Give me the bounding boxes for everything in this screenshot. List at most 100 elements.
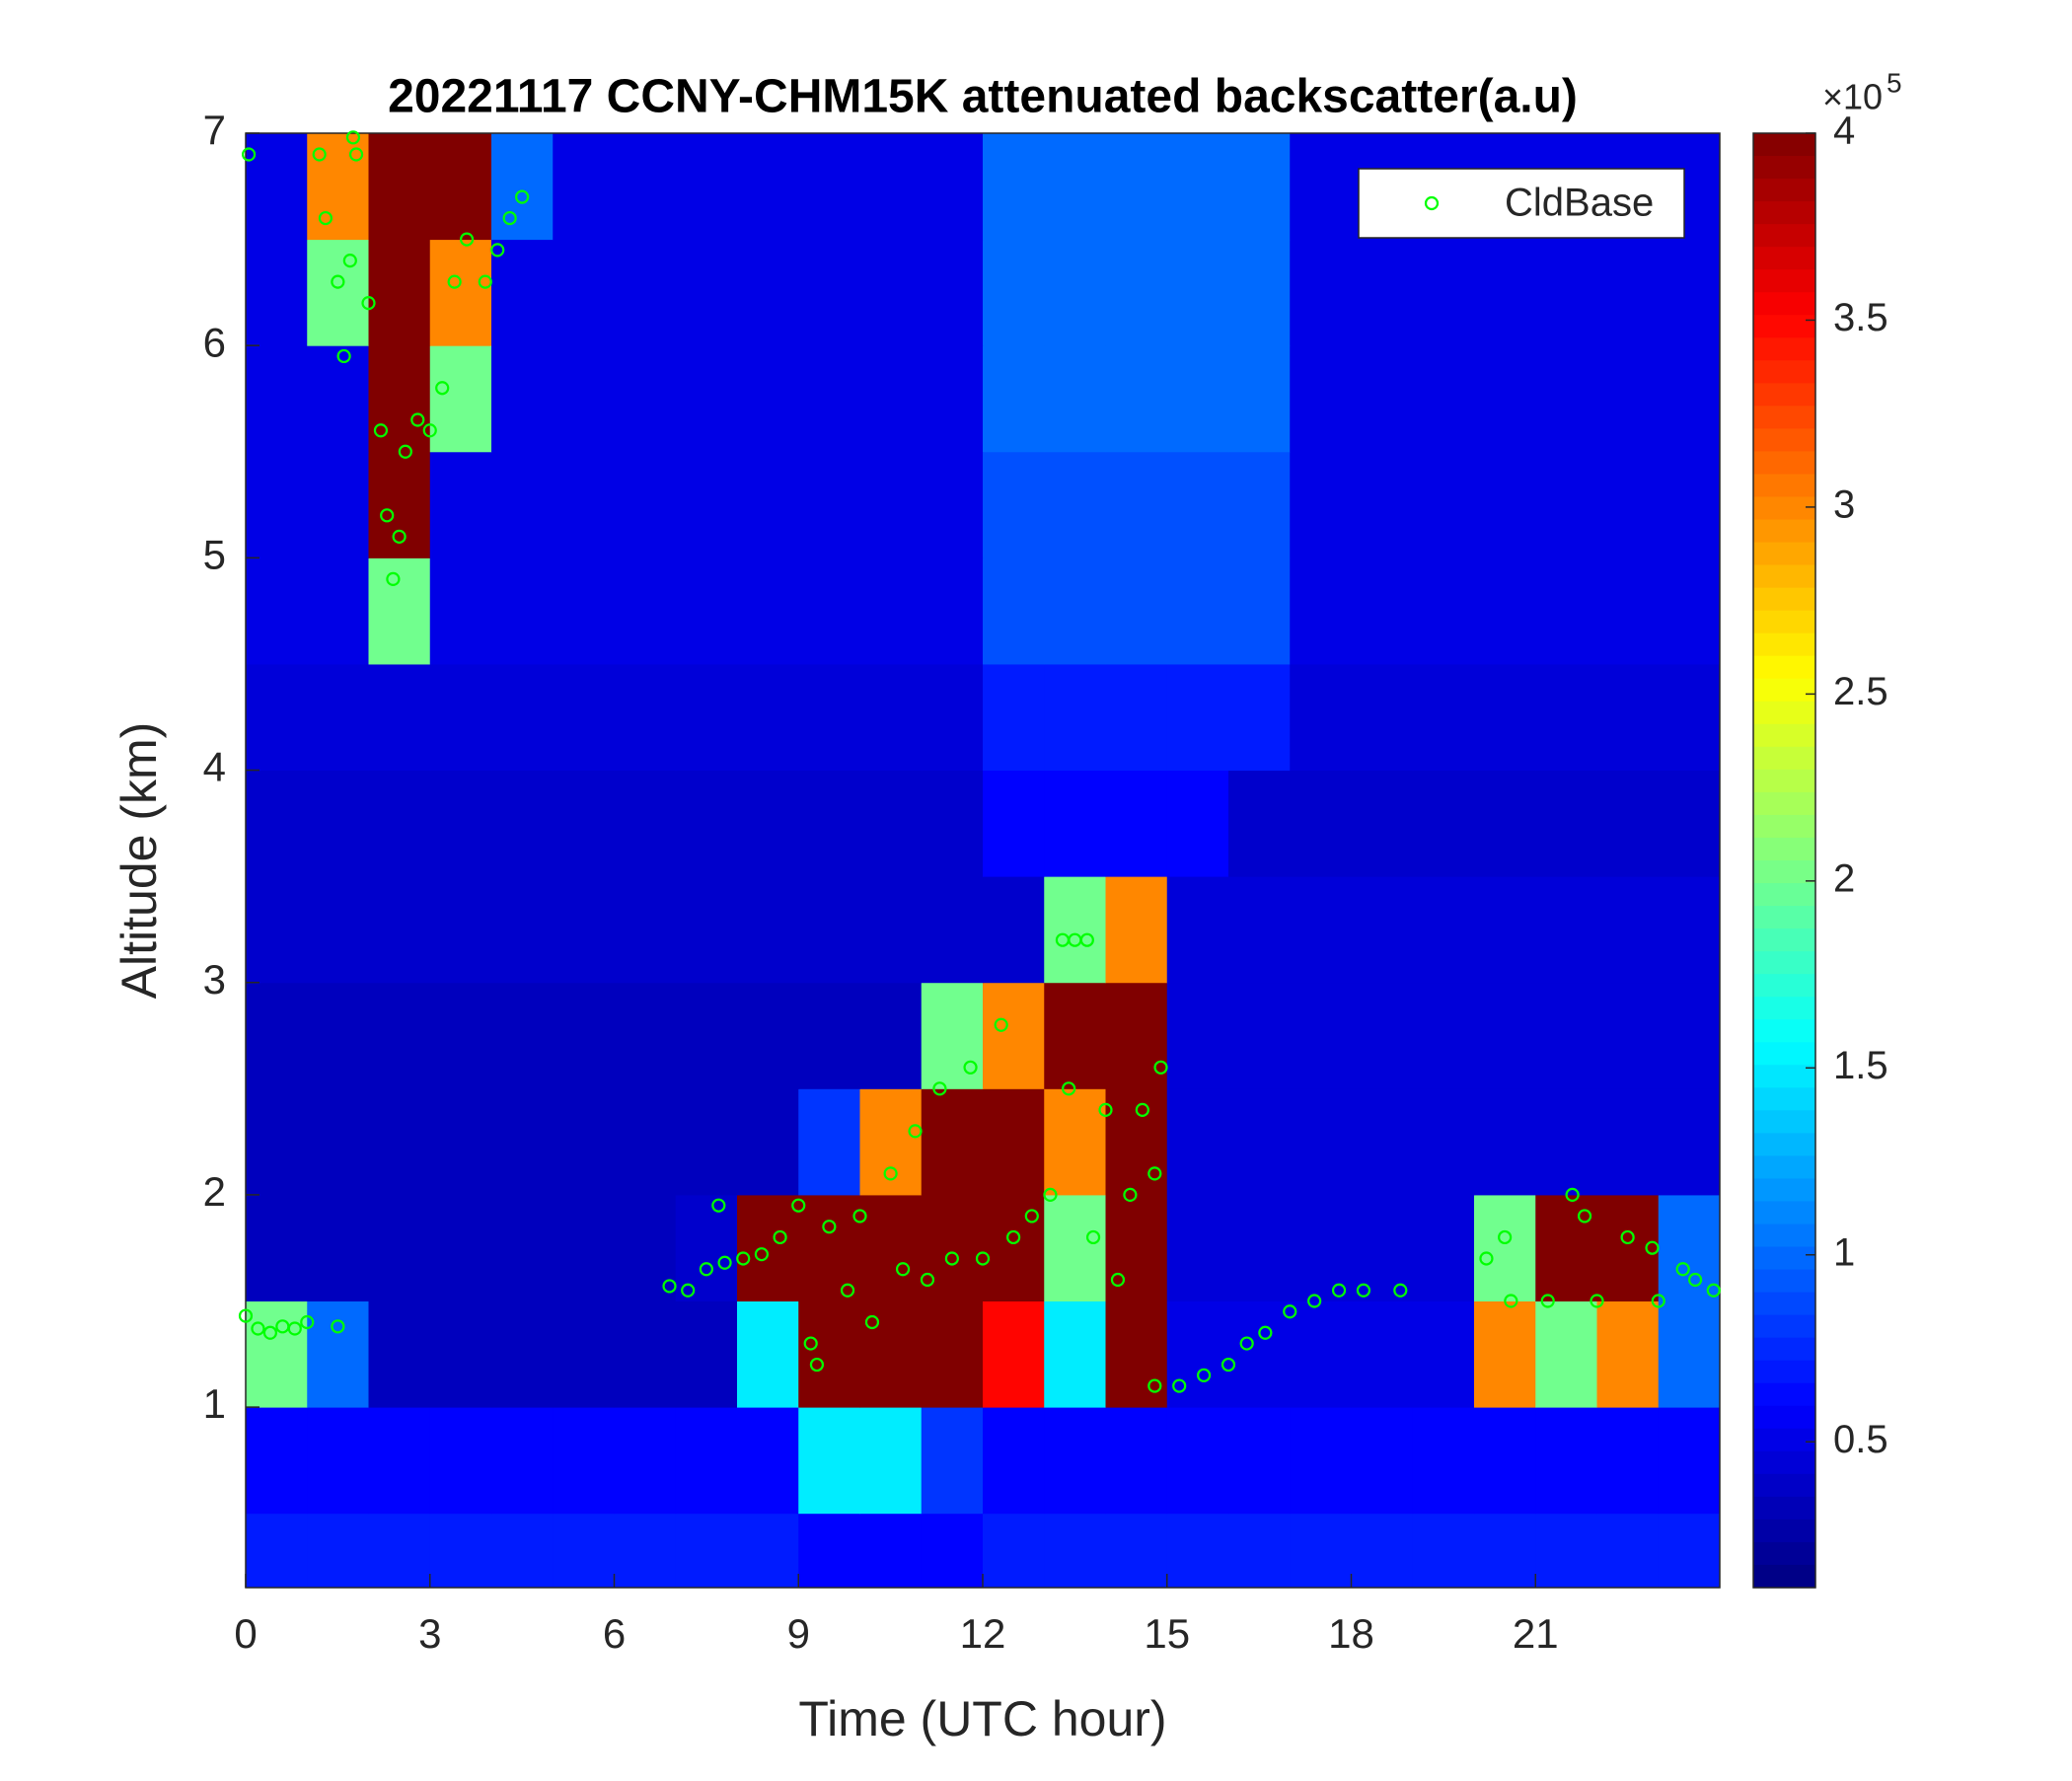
heatmap-cell	[1166, 133, 1229, 241]
colorbar-segment	[1753, 1405, 1815, 1430]
heatmap-cell	[859, 1407, 923, 1515]
heatmap-cell	[859, 239, 923, 346]
heatmap-cell	[859, 345, 923, 453]
cloud-base-point	[1504, 1294, 1518, 1308]
heatmap-cell	[1351, 1407, 1414, 1515]
cloud-base-point	[342, 254, 357, 268]
colorbar-tick-label: 2	[1833, 856, 1855, 900]
cloud-base-point	[1577, 1209, 1592, 1224]
colorbar-segment	[1753, 701, 1815, 725]
colorbar-tick-label: 3.5	[1833, 296, 1888, 339]
heatmap-cell	[798, 663, 860, 772]
heatmap-cell	[368, 1194, 431, 1302]
heatmap-cell	[1228, 133, 1291, 241]
cloud-base-point	[932, 1081, 947, 1096]
heatmap-cell	[491, 451, 554, 558]
colorbar-segment	[1753, 1382, 1815, 1407]
heatmap-cell	[368, 1088, 431, 1196]
heatmap-cell	[675, 1300, 738, 1408]
heatmap-cell	[675, 982, 738, 1089]
heatmap-cell	[429, 1513, 492, 1588]
heatmap-cell	[1228, 1407, 1291, 1515]
colorbar-segment	[1753, 564, 1815, 589]
heatmap-cell	[1290, 557, 1352, 665]
cloud-base-point	[1172, 1378, 1187, 1393]
cloud-base-point	[1283, 1304, 1297, 1319]
heatmap-cell	[553, 982, 615, 1089]
heatmap-cell	[798, 239, 860, 346]
colorbar-segment	[1753, 1087, 1815, 1111]
cloud-base-point	[1221, 1357, 1236, 1373]
heatmap-cell	[1474, 982, 1536, 1089]
heatmap-cell	[675, 239, 738, 346]
cloud-base-point	[380, 508, 395, 523]
heatmap-cell	[675, 1513, 738, 1588]
heatmap-cell	[307, 1088, 369, 1196]
heatmap-cell	[1474, 1088, 1536, 1196]
heatmap-cell	[614, 1300, 677, 1408]
heatmap-cell	[1535, 1513, 1597, 1588]
heatmap-cell	[1474, 1194, 1536, 1302]
colorbar-segment	[1753, 1269, 1815, 1294]
heatmap-cell	[491, 770, 554, 877]
cloud-base-point	[1043, 1187, 1058, 1203]
cloud-base-point	[681, 1283, 696, 1298]
heatmap-cell	[368, 770, 431, 877]
cloud-base-point	[809, 1357, 825, 1373]
heatmap-cell	[1596, 770, 1660, 877]
heatmap-cell	[1044, 1513, 1106, 1588]
cloud-base-point	[699, 1262, 713, 1277]
heatmap-cell	[246, 1300, 308, 1408]
heatmap-cell	[1351, 557, 1414, 665]
heatmap-cell	[1166, 770, 1229, 877]
heatmap-cell	[429, 1407, 492, 1515]
heatmap-cell	[1474, 876, 1536, 984]
heatmap-cell	[614, 133, 677, 241]
heatmap-cell	[921, 345, 984, 453]
colorbar-segment	[1753, 814, 1815, 839]
cloud-base-point	[242, 147, 257, 162]
cloud-base-point	[1147, 1166, 1162, 1181]
cloud-base-point	[386, 571, 401, 586]
heatmap-cell	[429, 451, 492, 558]
heatmap-cell	[1535, 876, 1597, 984]
cloud-base-point	[1024, 1209, 1039, 1224]
heatmap-cell	[1044, 876, 1106, 984]
cloud-base-point	[1098, 1102, 1113, 1117]
heatmap-cell	[553, 133, 615, 241]
colorbar-segment	[1753, 247, 1815, 270]
heatmap-cell	[675, 133, 738, 241]
heatmap-cell	[1412, 1194, 1475, 1302]
heatmap-cell	[737, 1407, 799, 1515]
heatmap-cell	[983, 1088, 1045, 1196]
heatmap-cell	[675, 876, 738, 984]
heatmap-cell	[1290, 1407, 1352, 1515]
heatmap-cell	[1166, 1194, 1229, 1302]
heatmap-cell	[1474, 557, 1536, 665]
heatmap-cell	[553, 345, 615, 453]
heatmap-cell	[429, 876, 492, 984]
heatmap-cell	[246, 876, 308, 984]
colorbar-segment	[1753, 1042, 1815, 1066]
colorbar-segment	[1753, 269, 1815, 293]
colorbar-segment	[1753, 906, 1815, 929]
heatmap-cell	[1596, 239, 1660, 346]
heatmap-cell	[1412, 982, 1475, 1089]
heatmap-cell	[921, 1407, 984, 1515]
y-tick-label: 3	[203, 956, 226, 1002]
heatmap-cell	[798, 133, 860, 241]
cloud-base-point	[318, 210, 333, 226]
heatmap-cell	[1166, 239, 1229, 346]
heatmap-cell	[1535, 663, 1597, 772]
heatmap-cell	[246, 557, 308, 665]
heatmap-cell	[429, 982, 492, 1089]
heatmap-cell	[1535, 1088, 1597, 1196]
colorbar-tick-label: 1.5	[1833, 1044, 1888, 1087]
heatmap-cell	[307, 133, 369, 241]
heatmap-cell	[859, 557, 923, 665]
heatmap-cell	[1412, 239, 1475, 346]
y-tick-label: 7	[203, 107, 226, 153]
heatmap-cell	[1351, 451, 1414, 558]
cloud-base-point	[1675, 1262, 1690, 1277]
